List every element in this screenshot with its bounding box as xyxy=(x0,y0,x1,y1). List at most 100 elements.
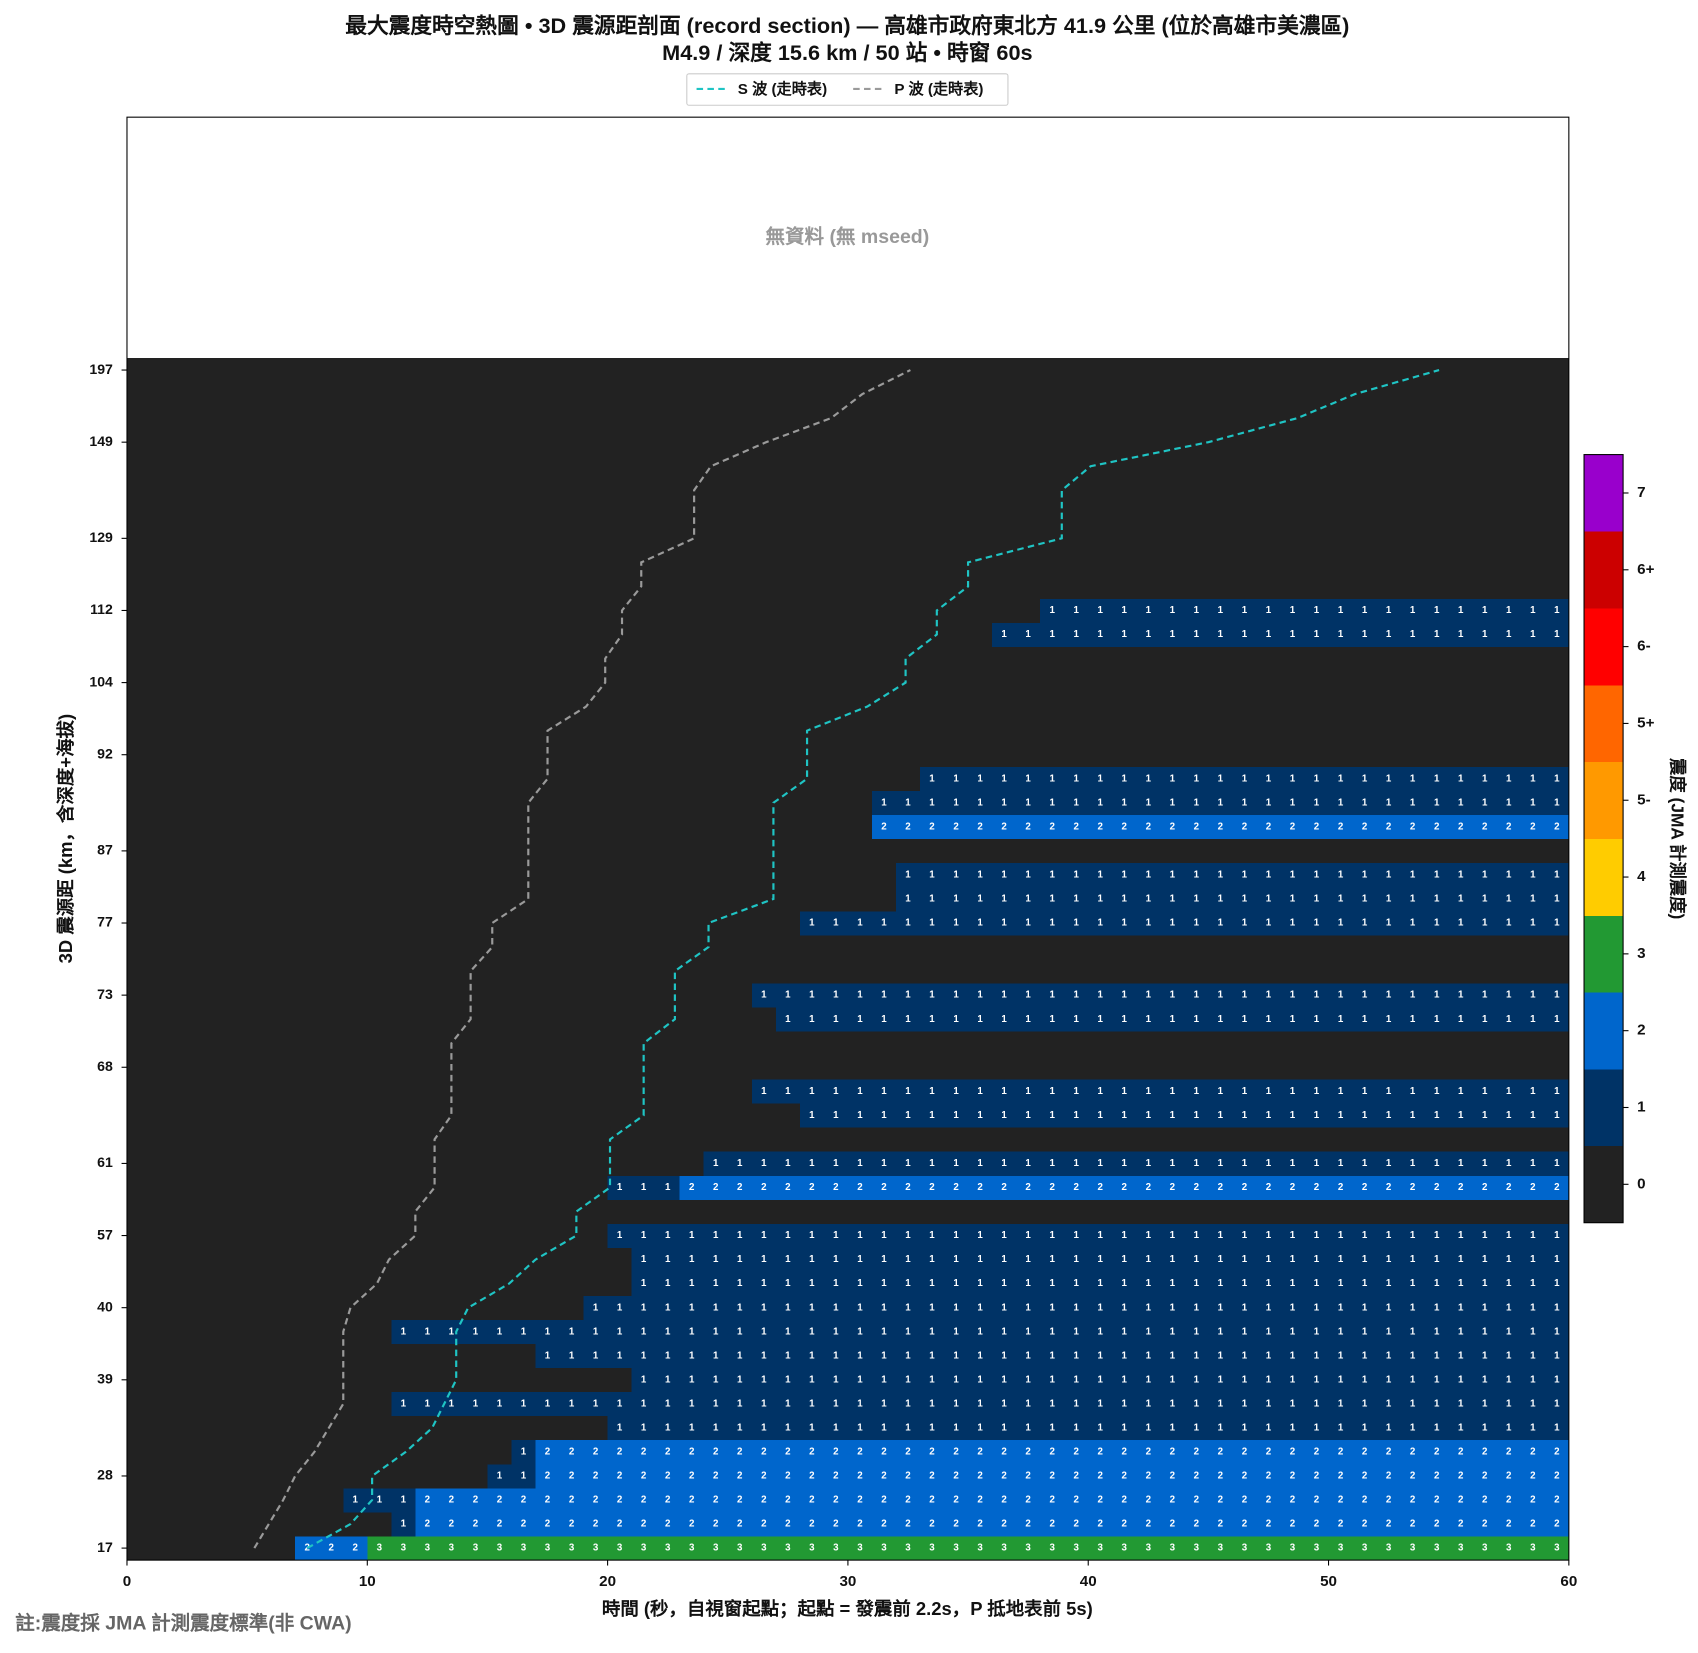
heatmap-cell xyxy=(895,574,921,599)
heatmap-cell xyxy=(1328,1031,1353,1056)
heatmap-cell xyxy=(439,574,464,599)
heatmap-cell xyxy=(1160,935,1185,960)
heatmap-cell xyxy=(992,910,1017,936)
heatmap-cell xyxy=(223,838,248,864)
heatmap-cell xyxy=(535,1439,560,1465)
heatmap-cell xyxy=(223,478,248,503)
cell-label: 1 xyxy=(1410,1254,1416,1265)
cell-label: 1 xyxy=(1434,1014,1440,1025)
cell-label: 2 xyxy=(1554,1447,1560,1458)
heatmap-cell xyxy=(751,1271,777,1296)
cell-label: 1 xyxy=(737,1374,743,1385)
heatmap-cell xyxy=(607,478,632,503)
heatmap-cell xyxy=(439,670,464,695)
cell-label: 1 xyxy=(1338,797,1344,808)
heatmap-cell xyxy=(1544,1151,1570,1176)
cell-label: 1 xyxy=(1146,797,1152,808)
cell-label: 1 xyxy=(1434,797,1440,808)
heatmap-cell xyxy=(1520,406,1546,431)
heatmap-cell xyxy=(1136,1175,1161,1200)
heatmap-cell xyxy=(944,910,969,936)
heatmap-cell xyxy=(247,862,272,888)
cell-label: 1 xyxy=(977,1278,983,1289)
heatmap-cell xyxy=(1280,1127,1305,1152)
cell-label: 1 xyxy=(785,1254,791,1265)
heatmap-cell xyxy=(126,646,152,671)
cell-label: 1 xyxy=(1290,1230,1296,1241)
heatmap-cell xyxy=(655,959,681,984)
heatmap-cell xyxy=(703,718,729,744)
heatmap-cell xyxy=(583,382,608,407)
cell-label: 2 xyxy=(1290,821,1296,832)
cell-label: 1 xyxy=(929,1086,935,1097)
heatmap-cell xyxy=(583,838,608,864)
heatmap-cell xyxy=(1112,1367,1137,1393)
heatmap-cell xyxy=(1232,550,1257,575)
heatmap-cell xyxy=(1424,766,1450,792)
heatmap-cell xyxy=(679,862,705,888)
cell-label: 1 xyxy=(1073,1086,1079,1097)
cell-label: 1 xyxy=(977,1326,983,1337)
heatmap-cell xyxy=(1112,1463,1137,1489)
heatmap-cell xyxy=(679,1295,705,1321)
heatmap-cell xyxy=(295,790,320,816)
heatmap-cell xyxy=(944,1031,969,1056)
heatmap-cell xyxy=(703,1031,729,1056)
cell-label: 2 xyxy=(929,1182,935,1193)
heatmap-cell xyxy=(1304,430,1329,455)
heatmap-cell xyxy=(1544,1127,1570,1152)
heatmap-cell xyxy=(871,1079,897,1104)
cell-label: 1 xyxy=(1482,1086,1488,1097)
heatmap-cell xyxy=(511,1151,536,1176)
cell-label: 3 xyxy=(761,1543,767,1554)
heatmap-cell xyxy=(631,406,656,431)
heatmap-cell xyxy=(871,838,897,864)
heatmap-cell xyxy=(1136,670,1161,695)
heatmap-cell xyxy=(367,814,392,840)
heatmap-cell xyxy=(1328,718,1353,744)
y-tick-label: 61 xyxy=(97,1154,113,1170)
heatmap-cell xyxy=(1112,382,1137,407)
heatmap-cell xyxy=(607,1031,632,1056)
cell-label: 2 xyxy=(1122,1447,1128,1458)
heatmap-cell xyxy=(1400,935,1425,960)
heatmap-cell xyxy=(1208,1151,1233,1176)
heatmap-cell xyxy=(1352,742,1377,768)
heatmap-cell xyxy=(223,382,248,407)
heatmap-cell xyxy=(1520,502,1546,527)
heatmap-cell xyxy=(1496,886,1522,912)
heatmap-cell xyxy=(1328,1415,1353,1441)
heatmap-cell xyxy=(223,1295,248,1321)
heatmap-cell xyxy=(679,1415,705,1441)
cell-label: 2 xyxy=(857,1447,863,1458)
cell-label: 1 xyxy=(1506,1086,1512,1097)
cell-label: 1 xyxy=(1266,918,1272,929)
heatmap-cell xyxy=(607,935,632,960)
heatmap-cell xyxy=(271,550,296,575)
heatmap-cell xyxy=(1496,1536,1522,1561)
heatmap-cell xyxy=(1016,1079,1041,1104)
cell-label: 1 xyxy=(1314,1398,1320,1409)
cell-label: 2 xyxy=(929,1471,935,1482)
heatmap-cell xyxy=(727,862,753,888)
heatmap-cell xyxy=(679,910,705,936)
cell-label: 2 xyxy=(1362,1495,1368,1506)
cell-label: 1 xyxy=(1001,1326,1007,1337)
heatmap-cell xyxy=(607,1151,632,1176)
cell-label: 1 xyxy=(1049,1374,1055,1385)
cell-label: 2 xyxy=(689,1447,695,1458)
cell-label: 1 xyxy=(1290,1014,1296,1025)
heatmap-cell xyxy=(895,622,921,647)
heatmap-cell xyxy=(151,598,176,623)
cell-label: 1 xyxy=(1458,1278,1464,1289)
cell-label: 2 xyxy=(809,1519,815,1530)
heatmap-cell xyxy=(583,862,608,888)
heatmap-cell xyxy=(271,574,296,599)
heatmap-cell xyxy=(583,766,608,792)
heatmap-cell xyxy=(847,1127,873,1152)
heatmap-cell xyxy=(535,1415,560,1441)
heatmap-cell xyxy=(1256,694,1281,719)
heatmap-cell xyxy=(223,886,248,912)
heatmap-cell xyxy=(463,1055,488,1080)
